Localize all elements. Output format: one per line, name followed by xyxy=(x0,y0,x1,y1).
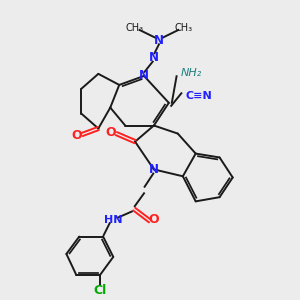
Text: C≡N: C≡N xyxy=(185,91,212,101)
Text: O: O xyxy=(106,127,116,140)
Text: Cl: Cl xyxy=(94,284,107,297)
Text: N: N xyxy=(139,69,149,82)
Text: N: N xyxy=(154,34,164,46)
Text: HN: HN xyxy=(104,215,122,225)
Text: NH₂: NH₂ xyxy=(181,68,202,78)
Text: O: O xyxy=(148,213,159,226)
Text: O: O xyxy=(71,129,82,142)
Text: N: N xyxy=(149,51,159,64)
Text: CH₃: CH₃ xyxy=(175,22,193,33)
Text: N: N xyxy=(149,163,159,176)
Text: CH₃: CH₃ xyxy=(125,22,143,33)
